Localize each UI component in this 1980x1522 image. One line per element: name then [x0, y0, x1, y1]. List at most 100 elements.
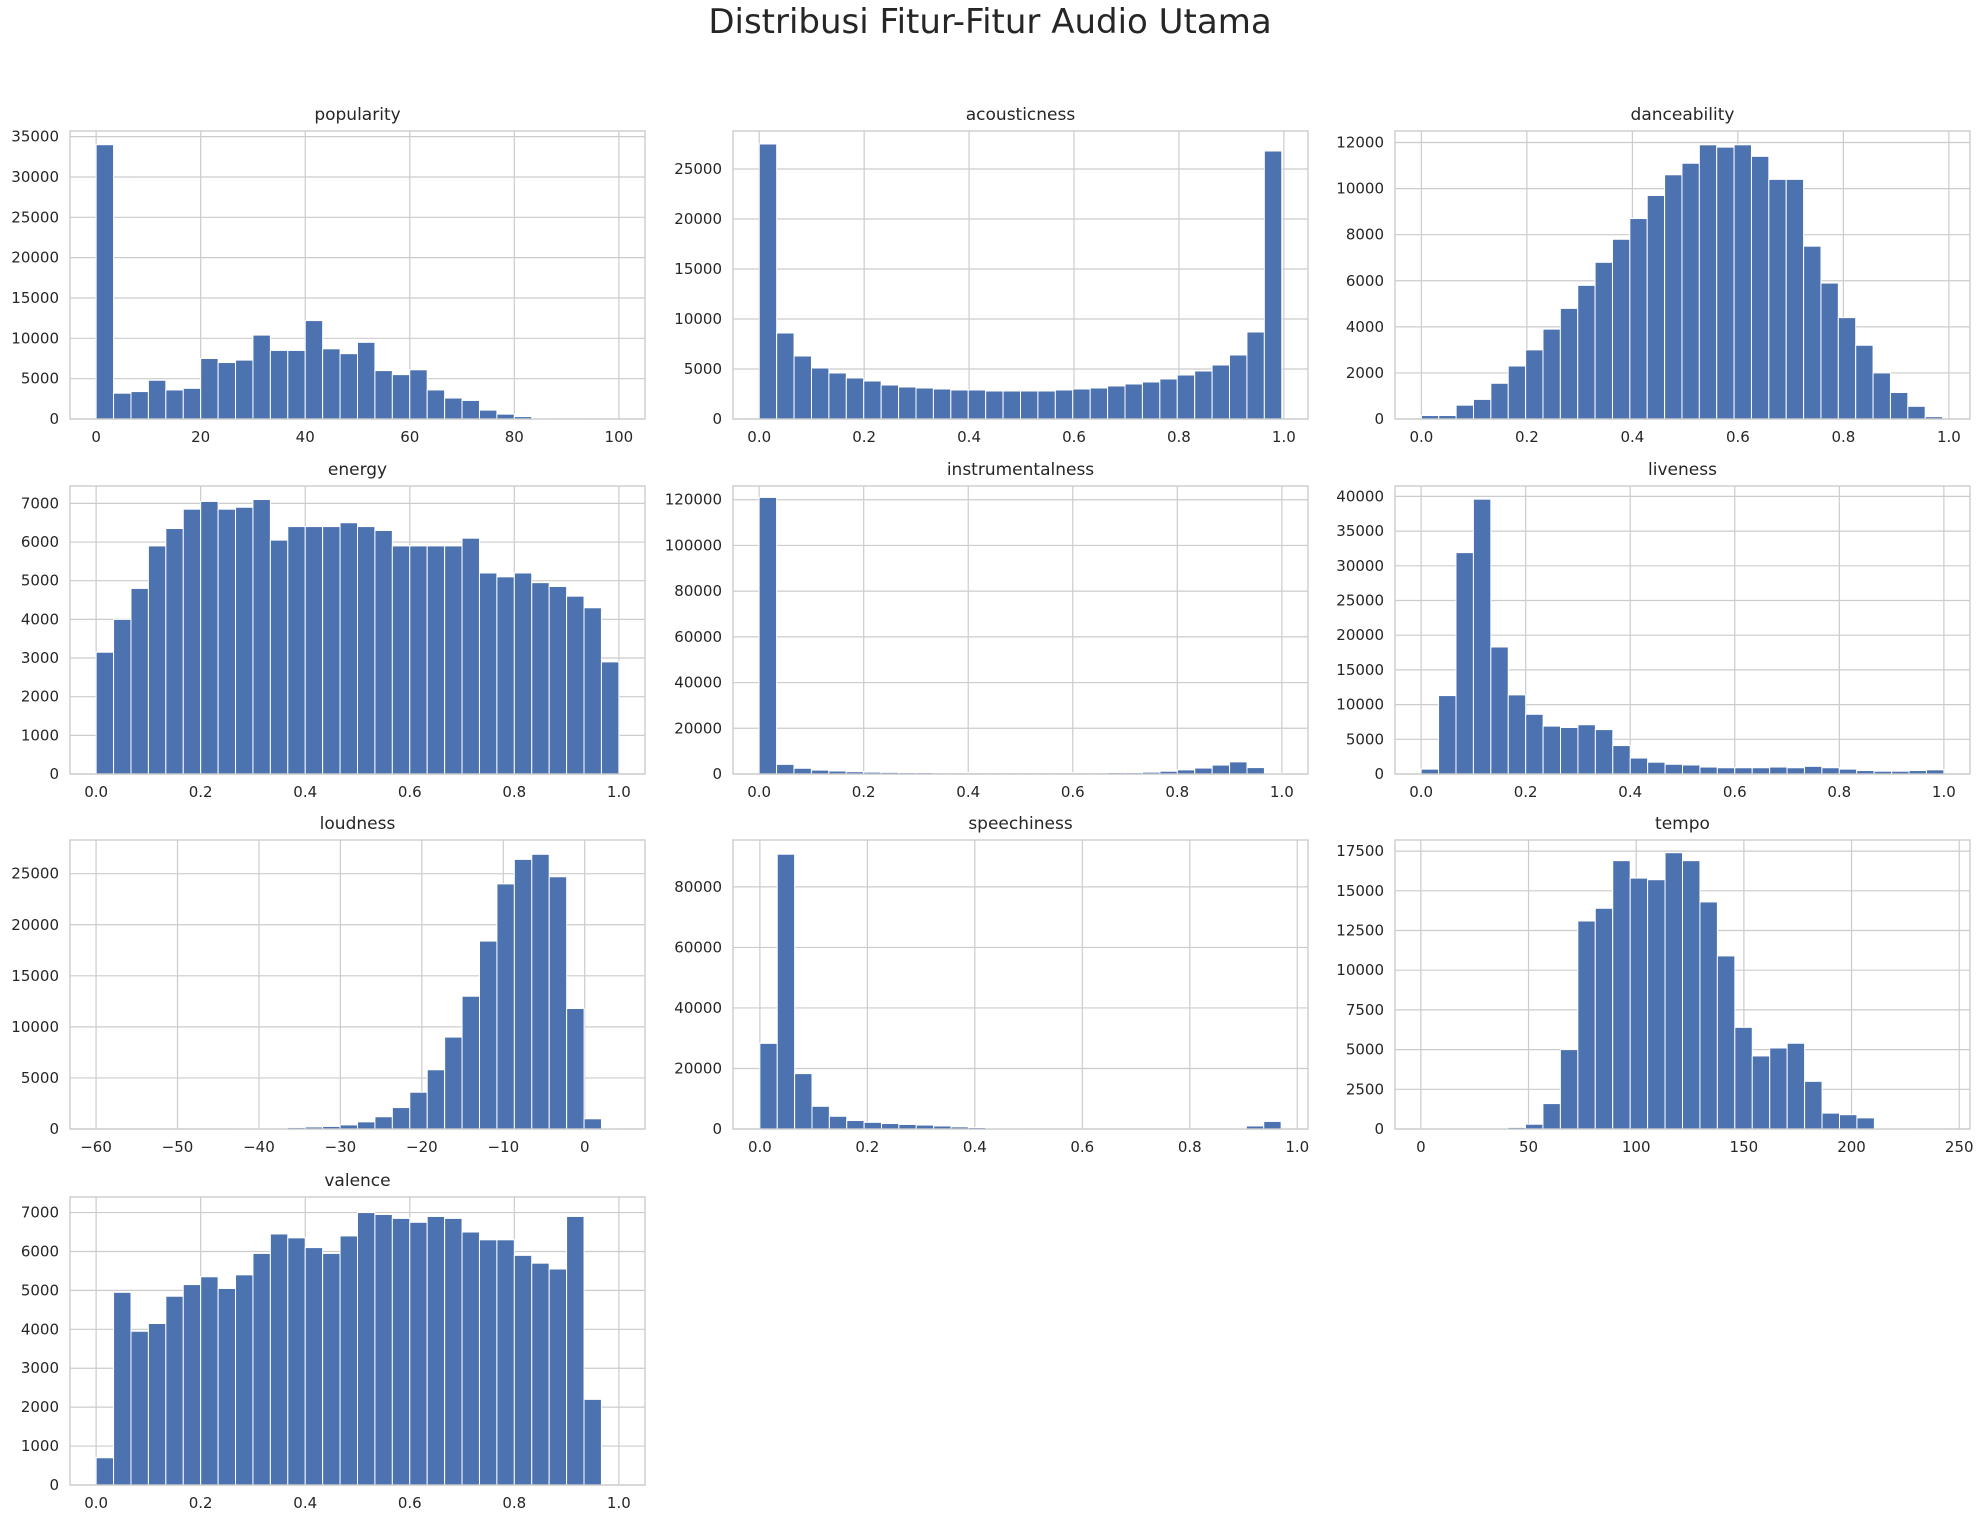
speechiness-y-tick-label: 60000 — [674, 938, 722, 956]
valence-x-tick-label: 0.0 — [84, 1494, 108, 1512]
danceability-bar — [1525, 349, 1544, 420]
loudness-bar — [374, 1116, 393, 1130]
acousticness-y-tick-label: 0 — [712, 410, 722, 428]
liveness-y-tick-label: 5000 — [1346, 730, 1384, 748]
liveness-x-tick-label: 0.0 — [1409, 783, 1433, 801]
instrumentalness-bar — [1211, 764, 1231, 775]
acousticness-bar — [1211, 364, 1231, 420]
loudness-y-tick-label: 20000 — [11, 916, 59, 934]
energy-bar — [130, 587, 149, 775]
danceability-bar — [1507, 365, 1527, 420]
liveness-bar — [1490, 646, 1509, 775]
acousticness-bar — [1020, 390, 1039, 420]
liveness-y-tick-label: 25000 — [1336, 592, 1384, 610]
valence-bar — [478, 1239, 498, 1486]
liveness-bar — [1629, 757, 1649, 775]
tempo-bar — [1821, 1112, 1840, 1130]
loudness-bar — [496, 883, 515, 1130]
energy-y-tick-label: 4000 — [21, 610, 59, 628]
liveness-panel-title: liveness — [1648, 460, 1717, 480]
acousticness-bar — [1229, 354, 1248, 420]
energy-bar — [235, 506, 254, 775]
valence-bar — [357, 1212, 376, 1486]
popularity-bar — [374, 370, 393, 420]
danceability-bar — [1716, 146, 1735, 420]
valence-bar — [461, 1231, 480, 1486]
popularity-x-tick-label: 40 — [296, 428, 315, 446]
tempo-bar — [1769, 1047, 1788, 1130]
acousticness-bar — [845, 377, 865, 420]
acousticness-x-tick-label: 0.2 — [852, 428, 876, 446]
valence-bar — [217, 1287, 237, 1486]
instrumentalness-bar — [776, 763, 795, 775]
popularity-histogram: 0 20 40 60 80 100 0 5000 10000 15000 20000 25000 300… — [11, 105, 646, 446]
danceability-bar — [1472, 398, 1492, 420]
tempo-bar — [1664, 852, 1683, 1130]
popularity-bar — [496, 413, 515, 420]
popularity-bar — [287, 349, 306, 420]
speechiness-y-tick-label: 0 — [712, 1120, 722, 1138]
popularity-x-tick-label: 100 — [605, 428, 634, 446]
instrumentalness-bar — [1194, 767, 1213, 775]
acousticness-bar — [1107, 385, 1126, 420]
liveness-bar — [1560, 727, 1579, 775]
liveness-bar — [1821, 767, 1840, 775]
acousticness-bar — [1002, 390, 1021, 420]
danceability-bar — [1785, 178, 1805, 420]
danceability-bar — [1820, 282, 1839, 420]
valence-y-tick-label: 1000 — [21, 1437, 59, 1455]
instrumentalness-y-tick-label: 120000 — [665, 491, 722, 509]
popularity-bar — [478, 409, 498, 420]
tempo-bar — [1612, 860, 1631, 1130]
tempo-y-tick-label: 10000 — [1336, 961, 1384, 979]
energy-bar — [217, 508, 237, 775]
loudness-bar — [479, 940, 498, 1130]
tempo-panel-title: tempo — [1655, 814, 1710, 834]
instrumentalness-histogram: 0.0 0.2 0.4 0.6 0.8 1.0 0 20000 40000 60000 80000 1… — [665, 460, 1309, 801]
speechiness-plot-frame — [732, 839, 1309, 1130]
acousticness-bar — [758, 143, 778, 420]
liveness-bar — [1542, 725, 1562, 775]
loudness-bar — [426, 1069, 446, 1130]
danceability-bar — [1698, 144, 1718, 420]
danceability-x-tick-label: 0.4 — [1620, 428, 1644, 446]
danceability-bar — [1629, 218, 1648, 420]
energy-bar — [513, 572, 533, 775]
instrumentalness-y-tick-label: 100000 — [665, 536, 722, 554]
instrumentalness-y-tick-label: 40000 — [674, 674, 722, 692]
popularity-bar — [339, 353, 358, 420]
valence-y-tick-label: 3000 — [21, 1359, 59, 1377]
energy-bar — [252, 499, 271, 775]
tempo-x-tick-label: 100 — [1622, 1138, 1651, 1156]
danceability-bar — [1907, 405, 1926, 420]
energy-x-tick-label: 0.4 — [293, 783, 317, 801]
valence-y-tick-label: 2000 — [21, 1398, 59, 1416]
liveness-bar — [1838, 768, 1858, 775]
energy-bar — [269, 539, 289, 775]
valence-bar — [113, 1291, 132, 1486]
speechiness-panel-title: speechiness — [968, 814, 1073, 834]
danceability-bar — [1681, 162, 1700, 420]
valence-histogram: 0.0 0.2 0.4 0.6 0.8 1.0 0 1000 2000 3000 4000 5000 6… — [21, 1171, 646, 1512]
speechiness-histogram: 0.0 0.2 0.4 0.6 0.8 1.0 0 20000 40000 60000 80000 s… — [674, 814, 1309, 1156]
loudness-x-tick-label: 0 — [580, 1138, 590, 1156]
danceability-x-tick-label: 0.2 — [1515, 428, 1539, 446]
valence-bar — [374, 1214, 393, 1486]
energy-bar — [95, 651, 115, 775]
acousticness-x-tick-label: 1.0 — [1272, 428, 1296, 446]
valence-panel-title: valence — [324, 1171, 390, 1191]
danceability-bar — [1455, 404, 1474, 420]
valence-bar — [200, 1276, 219, 1486]
acousticness-bar — [793, 355, 812, 420]
energy-y-tick-label: 6000 — [21, 533, 59, 551]
loudness-bar — [513, 858, 533, 1130]
liveness-y-tick-label: 20000 — [1336, 626, 1384, 644]
popularity-bar — [95, 144, 115, 420]
acousticness-bar — [863, 380, 882, 420]
acousticness-x-tick-label: 0.4 — [957, 428, 981, 446]
instrumentalness-x-tick-label: 0.0 — [747, 783, 771, 801]
speechiness-y-tick-label: 20000 — [674, 1059, 722, 1077]
tempo-x-tick-label: 250 — [1945, 1138, 1974, 1156]
tempo-bar — [1804, 1080, 1823, 1130]
